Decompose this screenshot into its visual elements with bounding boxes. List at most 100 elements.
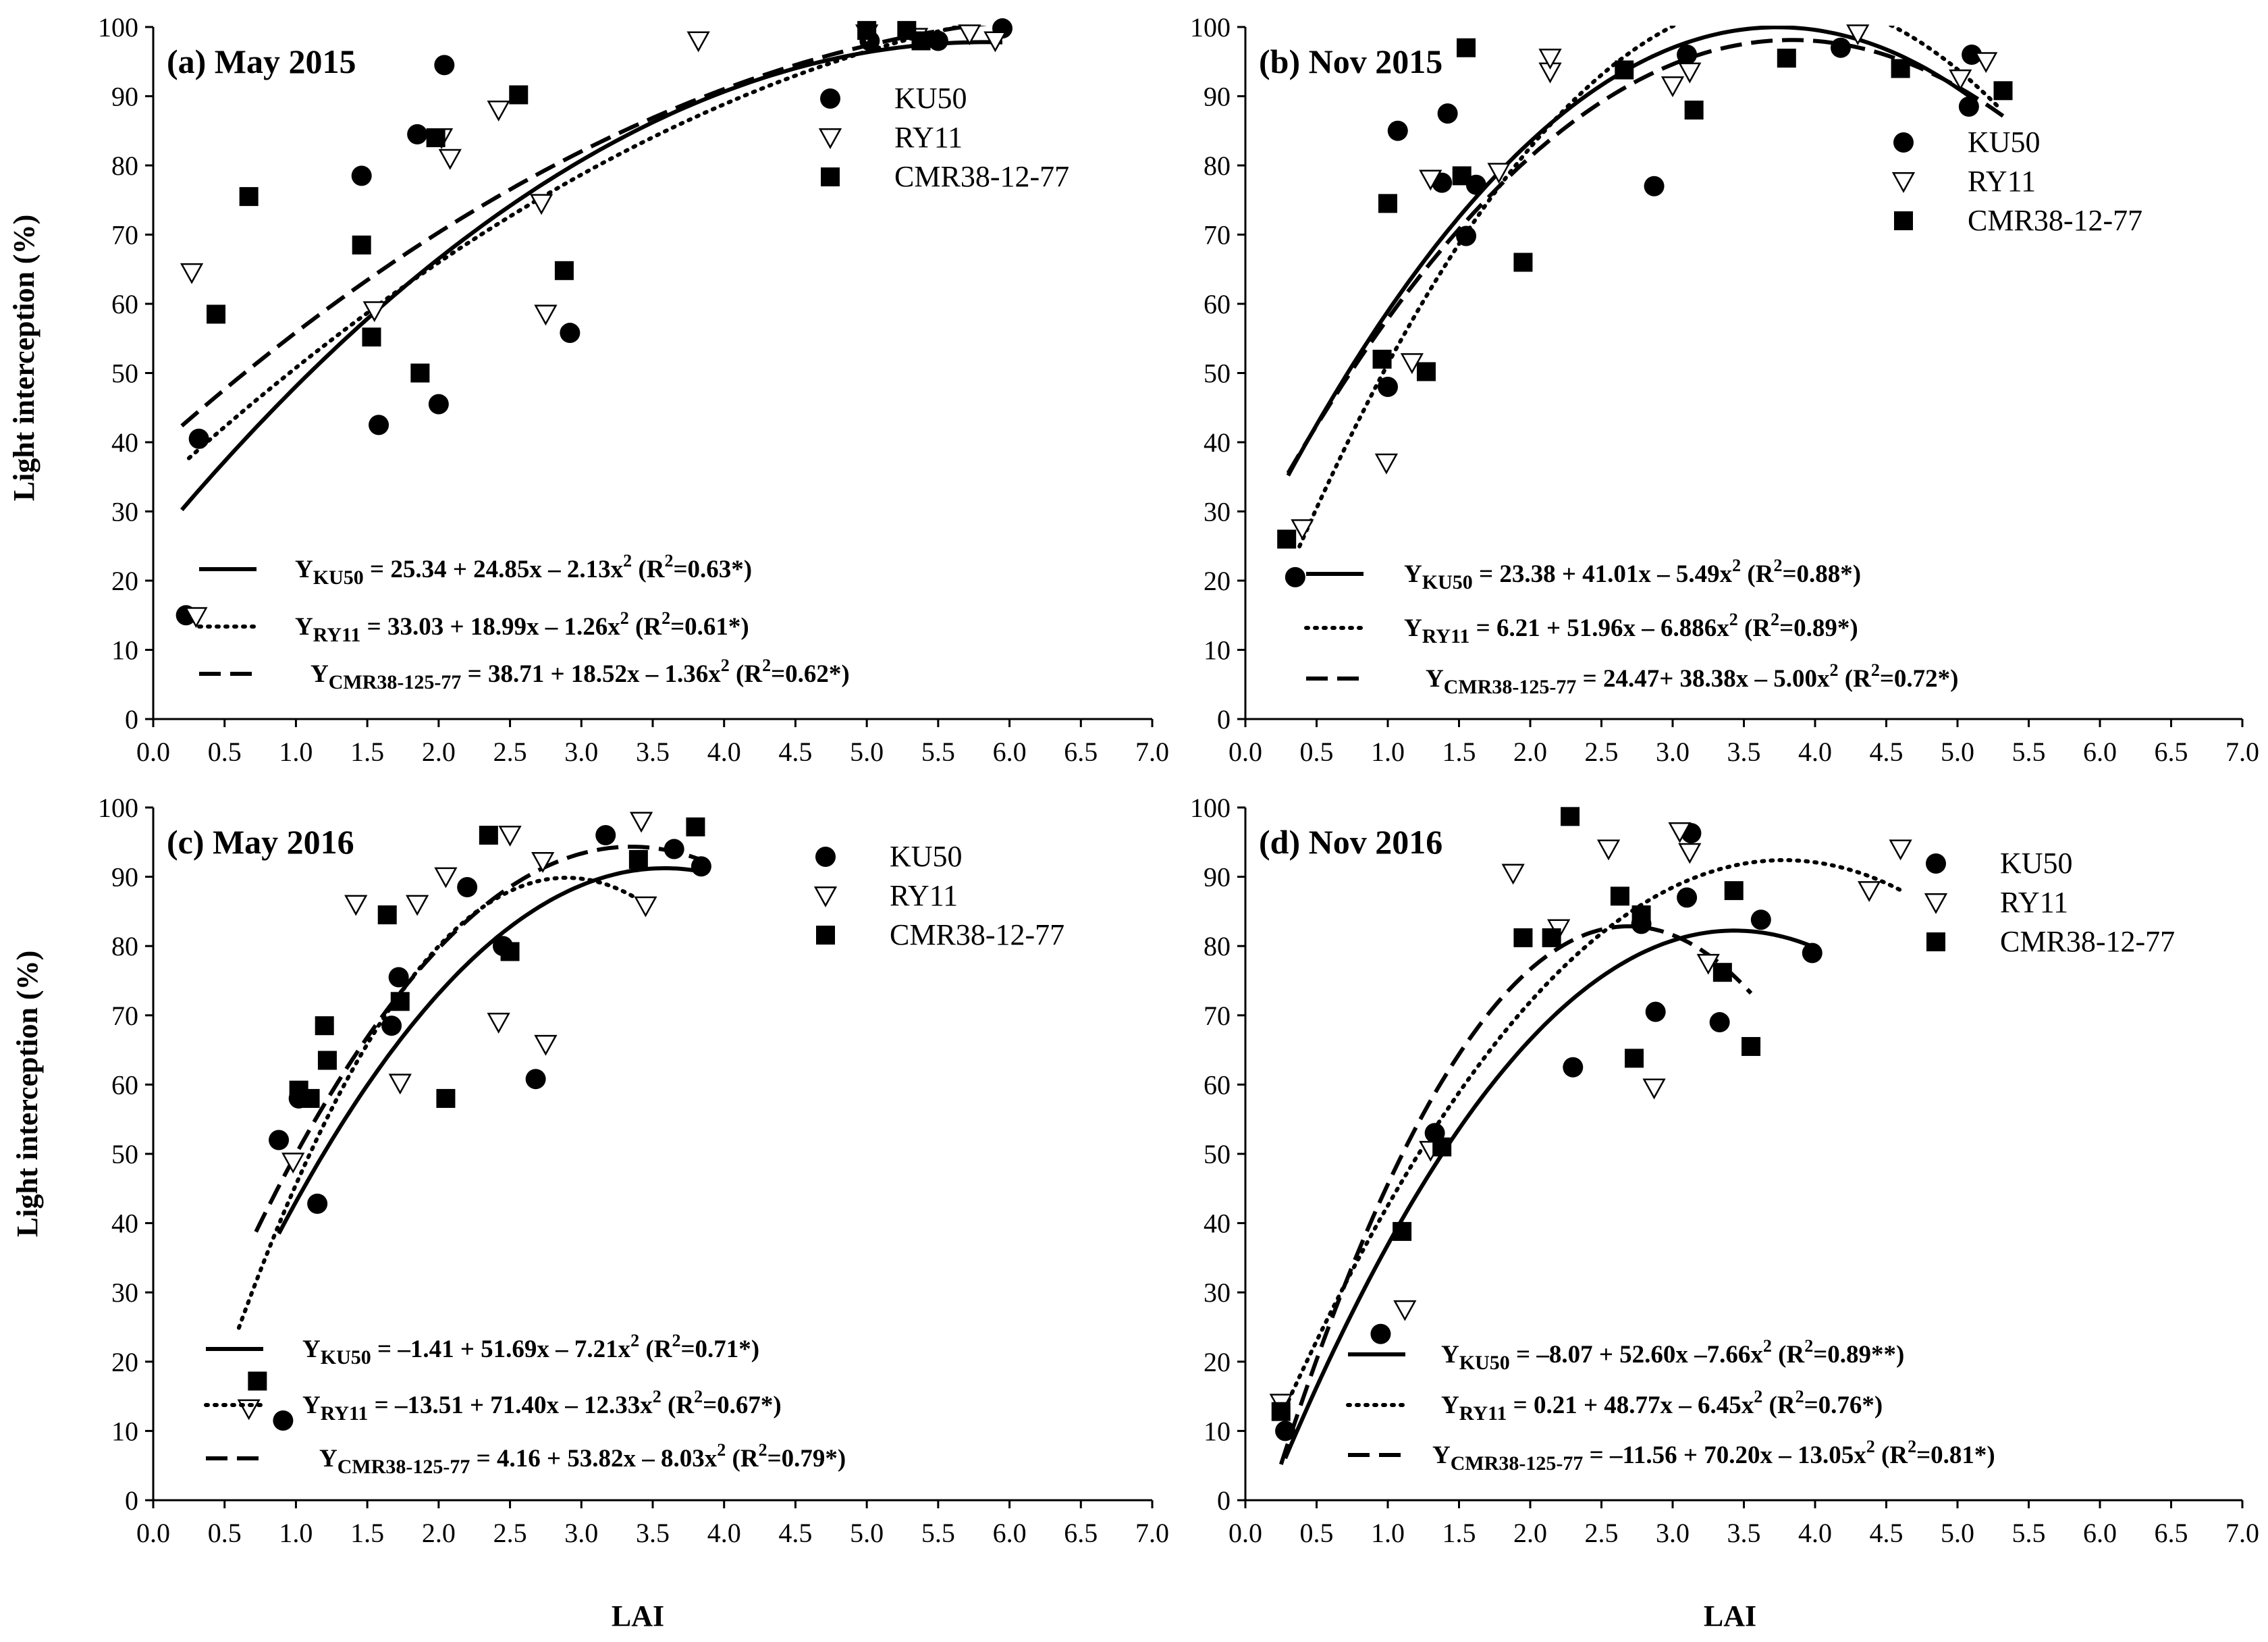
point-ry11 [388, 1074, 412, 1095]
point-cmr38-12-77 [362, 327, 381, 347]
point-ku50 [381, 1015, 402, 1036]
point-cmr38-12-77 [1452, 166, 1472, 186]
x-tick-label: 5.5 [2012, 737, 2046, 767]
equation-ry11: YRY11 = 0.21 + 48.77x – 6.45x2 (R2=0.76*… [1441, 1387, 1883, 1425]
panel-title: (b) Nov 2015 [1259, 43, 1442, 80]
point-ry11 [1678, 62, 1702, 84]
point-cmr38-12-77 [1625, 1049, 1644, 1068]
y-tick-label: 30 [111, 1277, 138, 1308]
x-tick-label: 5.5 [921, 737, 955, 767]
y-tick-label: 60 [1204, 289, 1231, 319]
x-axis-title-left: LAI [612, 1599, 664, 1633]
legend-label: CMR38-12-77 [2000, 925, 2175, 958]
point-cmr38-12-77 [315, 1016, 334, 1036]
x-tick-label: 4.0 [1798, 1518, 1832, 1548]
y-tick-label: 10 [1204, 635, 1231, 666]
x-tick-label: 0.5 [1300, 1518, 1334, 1548]
point-cmr38-12-77 [1393, 1221, 1412, 1241]
fit-curve-ku50 [1286, 26, 1973, 477]
y-tick-label: 40 [1204, 1209, 1231, 1239]
point-cmr38-12-77 [1610, 886, 1629, 906]
y-tick-label: 100 [1190, 12, 1231, 43]
y-tick-label: 80 [111, 931, 138, 961]
point-cmr38-12-77 [1277, 529, 1297, 549]
legend-marker-ry11 [818, 128, 842, 149]
legend-marker-ku50 [1926, 853, 1946, 874]
point-ry11 [1596, 839, 1621, 861]
x-tick-label: 2.0 [422, 737, 456, 767]
point-ry11 [344, 895, 368, 916]
x-tick-label: 6.5 [2155, 1518, 2188, 1548]
equation-ry11: YRY11 = 6.21 + 51.96x – 6.886x2 (R2=0.89… [1404, 610, 1858, 647]
point-cmr38-12-77 [686, 817, 705, 837]
point-ku50 [1645, 1001, 1666, 1022]
y-tick-label: 100 [98, 12, 138, 43]
y-tick-label: 70 [1204, 220, 1231, 250]
x-tick-label: 2.0 [1513, 1518, 1547, 1548]
equation-ku50: YKU50 = –8.07 + 52.60x –7.66x2 (R2=0.89*… [1441, 1336, 1904, 1374]
x-tick-label: 1.5 [1442, 1518, 1476, 1548]
x-tick-label: 1.0 [279, 737, 313, 767]
y-tick-label: 0 [1217, 1485, 1231, 1516]
fit-curve-ry11 [1278, 858, 1903, 1419]
point-cmr38-12-77 [300, 1088, 320, 1108]
y-tick-label: 70 [111, 220, 138, 250]
legend-marker-ku50 [1893, 132, 1914, 153]
y-tick-label: 20 [1204, 1347, 1231, 1377]
legend-label: RY11 [2000, 886, 2068, 919]
y-tick-label: 100 [1190, 793, 1231, 823]
point-ku50 [1830, 37, 1851, 58]
point-ry11 [237, 1399, 261, 1421]
y-tick-label: 100 [98, 793, 138, 823]
x-tick-label: 6.0 [993, 1518, 1027, 1548]
y-tick-label: 0 [125, 1485, 138, 1516]
fit-curve-cmr38-12-77 [1286, 38, 2005, 475]
point-ku50 [1456, 226, 1477, 246]
point-ku50 [269, 1130, 290, 1150]
point-cmr38-12-77 [377, 905, 397, 925]
point-cmr38-12-77 [1712, 963, 1732, 982]
x-tick-label: 5.5 [921, 1518, 955, 1548]
x-tick-label: 7.0 [2225, 737, 2259, 767]
point-ku50 [927, 30, 948, 51]
x-tick-label: 6.0 [993, 737, 1027, 767]
point-ku50 [1677, 45, 1698, 65]
legend-marker-ku50 [815, 847, 836, 867]
y-tick-label: 40 [1204, 427, 1231, 458]
fit-curve-cmr38-12-77 [180, 26, 988, 428]
x-tick-label: 3.0 [564, 737, 598, 767]
x-tick-label: 4.5 [778, 737, 812, 767]
legend-marker-cmr38-12-77 [1894, 211, 1913, 230]
x-axis-title-right: LAI [1704, 1599, 1756, 1633]
legend-label: KU50 [890, 840, 963, 873]
point-ku50 [1958, 96, 1979, 117]
point-ku50 [1750, 909, 1771, 930]
y-tick-label: 20 [111, 566, 138, 596]
point-cmr38-12-77 [207, 304, 226, 324]
legend-marker-cmr38-12-77 [821, 167, 840, 186]
y-tick-label: 30 [1204, 1277, 1231, 1308]
x-tick-label: 4.0 [1798, 737, 1832, 767]
point-cmr38-12-77 [1777, 49, 1796, 68]
point-ry11 [184, 607, 208, 629]
point-ku50 [1962, 45, 1982, 65]
y-tick-label: 50 [1204, 1139, 1231, 1169]
x-tick-label: 5.0 [850, 1518, 884, 1548]
point-cmr38-12-77 [1742, 1036, 1761, 1056]
point-ku50 [351, 165, 372, 186]
point-ry11 [983, 31, 1007, 53]
point-ku50 [1709, 1012, 1730, 1033]
x-tick-label: 3.5 [1727, 1518, 1761, 1548]
equation-cmr38-12-77: YCMR38-125-77 = 24.47+ 38.38x – 5.00x2 (… [1426, 660, 1959, 698]
x-tick-label: 2.5 [493, 1518, 527, 1548]
equation-ku50: YKU50 = 25.34 + 24.85x – 2.13x2 (R2=0.63… [295, 551, 752, 589]
panel-title: (d) Nov 2016 [1259, 823, 1442, 861]
x-tick-label: 1.0 [1371, 737, 1405, 767]
point-cmr38-12-77 [1372, 350, 1392, 369]
point-cmr38-12-77 [509, 85, 529, 105]
point-ry11 [434, 867, 458, 889]
x-tick-label: 6.5 [1064, 737, 1098, 767]
y-tick-label: 30 [111, 497, 138, 527]
x-tick-label: 0.5 [208, 1518, 242, 1548]
y-tick-label: 80 [1204, 151, 1231, 181]
